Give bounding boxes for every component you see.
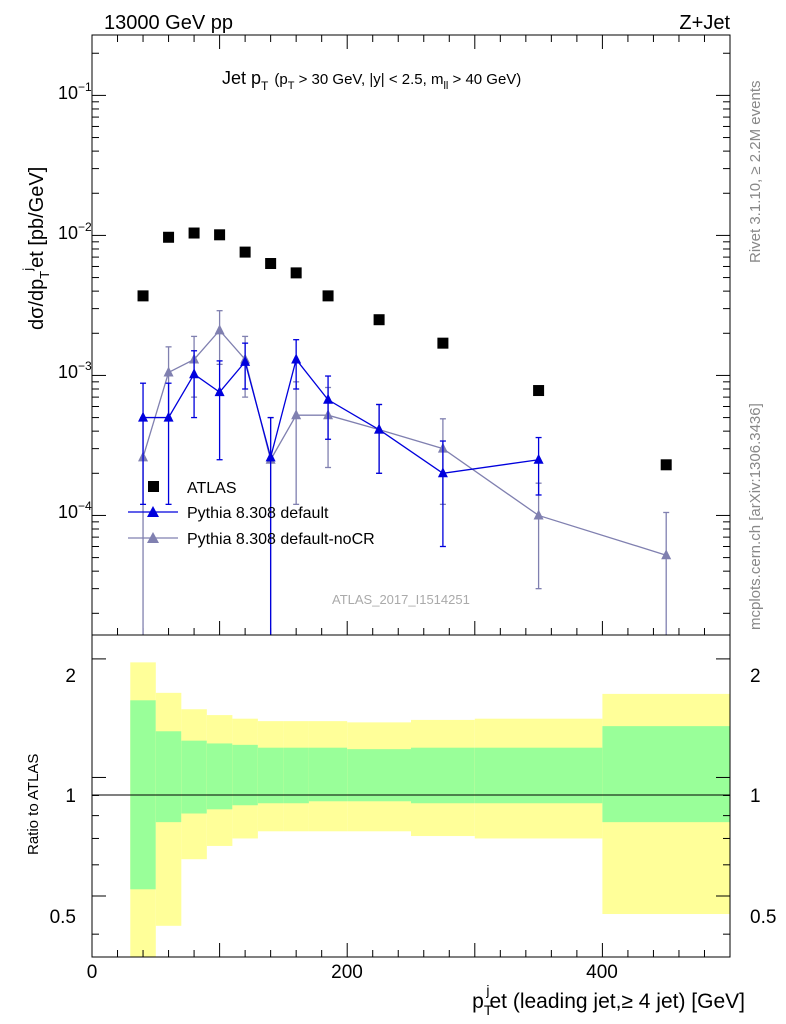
plot-title-cut-m-sub: ll xyxy=(443,80,448,92)
ratio-band-inner xyxy=(308,747,348,802)
y-axis-label-main: dσ/dpTjet [pb/GeV] xyxy=(20,167,52,330)
ratio-tick-label: 2 xyxy=(65,666,76,687)
legend-atlas-label: ATLAS xyxy=(187,480,237,497)
series-pythia-default xyxy=(138,339,544,635)
ratio-band-inner xyxy=(474,747,603,804)
x-tick-label: 0 xyxy=(87,962,98,983)
ratio-band-inner xyxy=(181,740,207,814)
ratio-tick-label-right: 1 xyxy=(750,786,761,807)
triangle-marker xyxy=(214,324,225,335)
y-axis-label-main-base: dσ/dp xyxy=(26,279,48,330)
ratio-band-inner xyxy=(283,747,309,804)
series-layer xyxy=(137,227,672,635)
square-marker xyxy=(290,267,302,279)
plot-title-main: Jet p xyxy=(222,68,261,88)
triangle-marker xyxy=(189,368,200,379)
ratio-band-inner xyxy=(232,744,258,806)
series-line xyxy=(143,358,539,474)
ratio-band-inner xyxy=(155,731,182,823)
legend-default-marker xyxy=(147,506,159,517)
triangle-marker xyxy=(533,509,544,520)
y-axis-label-ratio: Ratio to ATLAS xyxy=(25,754,42,855)
square-marker xyxy=(322,290,334,302)
triangle-marker xyxy=(533,453,544,464)
plot-title-cut-pt-rest: > 30 GeV, |y| < 2.5, m xyxy=(294,71,443,88)
y-tick-label: 10−4 xyxy=(58,499,92,522)
legend-default-label: Pythia 8.308 default xyxy=(187,505,329,522)
y-main-tick-labels: 10−1 10−2 10−3 10−4 xyxy=(58,80,92,522)
ratio-band-inner xyxy=(411,747,475,804)
triangle-marker xyxy=(374,423,385,434)
x-axis-label: pTjet (leading jet,≥ 4 jet) [GeV] xyxy=(472,982,745,1018)
legend-nocr-label: Pythia 8.308 default-noCR xyxy=(187,531,375,548)
square-marker xyxy=(533,385,545,397)
ratio-tick-label: 0.5 xyxy=(50,907,76,928)
legend: ATLAS Pythia 8.308 default Pythia 8.308 … xyxy=(128,480,375,548)
ratio-bands xyxy=(130,662,730,957)
analysis-watermark: ATLAS_2017_I1514251 xyxy=(332,592,470,607)
triangle-marker xyxy=(291,409,302,420)
triangle-marker xyxy=(163,366,174,377)
triangle-marker xyxy=(323,393,334,404)
triangle-marker xyxy=(163,411,174,422)
ratio-band-inner xyxy=(206,743,233,810)
header-right-label: Z+Jet xyxy=(679,12,730,34)
ratio-tick-label: 1 xyxy=(65,786,76,807)
square-marker xyxy=(188,227,200,239)
ratio-band-inner xyxy=(347,749,411,802)
triangle-marker xyxy=(291,353,302,364)
rivet-label: Rivet 3.1.10, ≥ 2.2M events xyxy=(747,81,764,264)
plot-title: Jet pT (pT > 30 GeV, |y| < 2.5, mll > 40 … xyxy=(222,68,521,93)
x-tick-label: 200 xyxy=(331,962,363,983)
y-ratio-tick-labels: 2 1 0.5 2 1 0.5 xyxy=(50,666,777,928)
y-tick-label: 10−2 xyxy=(58,220,92,243)
legend-atlas-marker xyxy=(148,481,159,492)
main-axis-ticks xyxy=(92,52,730,614)
square-marker xyxy=(660,459,672,471)
y-axis-label-main-rest: et [pb/GeV] xyxy=(26,167,48,268)
square-marker xyxy=(265,258,277,270)
square-marker xyxy=(214,229,226,241)
legend-nocr-marker xyxy=(147,532,159,543)
triangle-marker xyxy=(214,386,225,397)
ratio-band-inner xyxy=(602,726,730,823)
series-pythia-nocr xyxy=(138,310,672,635)
y-axis-label-main-sub: T xyxy=(37,271,52,279)
y-axis-label-main-sup: j xyxy=(20,268,35,272)
triangle-marker xyxy=(265,451,276,462)
x-tick-label: 400 xyxy=(586,962,618,983)
ratio-band-inner xyxy=(257,747,284,804)
ratio-tick-label-right: 2 xyxy=(750,666,761,687)
plot-title-cut-pt: (p xyxy=(274,71,287,88)
x-tick-labels: 0 200 400 xyxy=(87,962,618,983)
square-marker xyxy=(137,290,149,302)
triangle-marker xyxy=(661,549,672,560)
triangle-marker xyxy=(138,411,149,422)
series-line xyxy=(142,329,667,556)
square-marker xyxy=(437,337,449,349)
mcplots-label: mcplots.cern.ch [arXiv:1306.3436] xyxy=(747,403,764,630)
square-marker xyxy=(163,231,175,243)
plot-title-main-sub: T xyxy=(261,79,269,93)
ratio-plot-frame xyxy=(91,634,731,958)
square-marker xyxy=(373,314,385,326)
y-tick-label: 10−1 xyxy=(58,80,92,103)
square-marker xyxy=(239,246,251,258)
ratio-tick-label-right: 0.5 xyxy=(750,907,776,928)
triangle-marker xyxy=(437,467,448,478)
triangle-marker xyxy=(240,355,251,366)
header-left-label: 13000 GeV pp xyxy=(104,12,233,34)
plot-title-cut-pt-sub: T xyxy=(288,80,295,92)
plot-title-cut-m-rest: > 40 GeV) xyxy=(448,71,521,88)
series-atlas xyxy=(137,227,672,471)
y-tick-label: 10−3 xyxy=(58,359,92,382)
